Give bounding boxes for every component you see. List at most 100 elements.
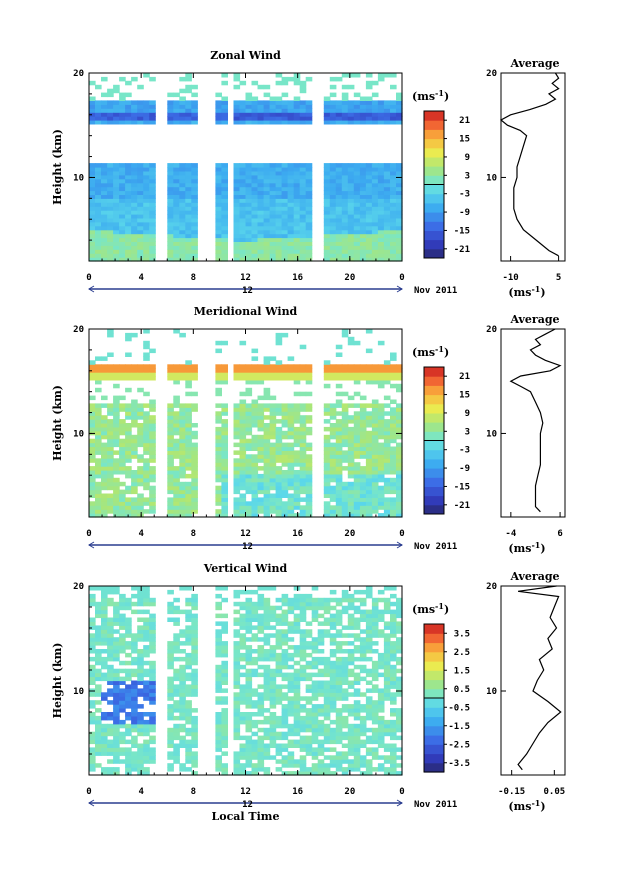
heatmap-cell [377, 245, 385, 250]
heatmap-cell [185, 194, 192, 199]
heatmap-cell [131, 470, 138, 475]
heatmap-cell [257, 649, 265, 654]
heatmap-cell [257, 434, 265, 440]
heatmap-cell [335, 684, 343, 689]
heatmap-cell [179, 253, 186, 258]
heatmap-cell [101, 767, 108, 772]
heatmap-cell [95, 163, 102, 168]
heatmap-cell [245, 225, 253, 231]
heatmap-cell [167, 190, 174, 195]
heatmap-cell [191, 688, 198, 693]
profile-line [517, 585, 562, 771]
heatmap-cell [347, 403, 355, 408]
heatmap-cell [396, 454, 403, 459]
heatmap-cell [365, 477, 373, 483]
heatmap-cell [281, 755, 289, 760]
heatmap-cell [173, 493, 180, 498]
heatmap-cell [95, 426, 102, 432]
heatmap-cell [383, 198, 391, 203]
heatmap-cell [371, 454, 379, 459]
heatmap-cell [341, 174, 349, 180]
heatmap-cell [329, 249, 337, 254]
heatmap-cell [390, 364, 397, 369]
heatmap-cell [95, 387, 102, 393]
heatmap-cell [239, 438, 247, 444]
heatmap-cell [281, 108, 289, 113]
heatmap-cell [353, 743, 361, 748]
heatmap-cell [257, 645, 265, 650]
heatmap-cell [143, 182, 150, 188]
heatmap-cell [305, 253, 313, 258]
heatmap-cell [179, 174, 186, 180]
heatmap-cell [263, 684, 271, 689]
heatmap-cell [287, 174, 295, 180]
heatmap-cell [149, 450, 156, 455]
heatmap-cell [131, 450, 138, 455]
heatmap-cell [221, 712, 228, 717]
heatmap-cell [371, 688, 379, 693]
heatmap-cell [293, 104, 301, 109]
heatmap-cell [149, 214, 156, 219]
heatmap-cell [167, 423, 174, 428]
heatmap-cell [305, 767, 313, 772]
heatmap-cell [311, 747, 319, 752]
heatmap-cell [233, 589, 241, 595]
heatmap-cell [113, 637, 120, 642]
heatmap-cell [365, 249, 373, 254]
heatmap-cell [390, 751, 397, 756]
heatmap-cell [396, 229, 403, 235]
heatmap-cell [245, 423, 253, 428]
heatmap-cell [119, 641, 126, 646]
heatmap-cell [317, 731, 325, 737]
heatmap-cell [323, 163, 331, 168]
heatmap-cell [167, 481, 174, 487]
heatmap-cell [221, 664, 228, 670]
heatmap-cell [125, 352, 132, 357]
heatmap-cell [173, 100, 180, 105]
heatmap-cell [185, 708, 192, 713]
heatmap-cell [113, 376, 120, 381]
heatmap-cell [149, 458, 156, 463]
heatmap-cell [185, 249, 192, 254]
heatmap-cell [137, 672, 144, 678]
heatmap-cell [281, 597, 289, 603]
heatmap-cell [215, 688, 222, 693]
heatmap-cell [353, 470, 361, 475]
heatmap-cell [185, 100, 192, 105]
heatmap-cell [95, 462, 102, 467]
heatmap-cell [167, 430, 174, 436]
heatmap-cell [143, 466, 150, 471]
heatmap-cell [390, 399, 397, 404]
heatmap-cell [293, 407, 301, 412]
heatmap-cell [185, 513, 192, 518]
heatmap-cell [131, 442, 138, 448]
heatmap-cell [287, 688, 295, 693]
heatmap-cell [377, 217, 385, 223]
heatmap-cell [335, 617, 343, 622]
heatmap-cell [119, 112, 126, 117]
heatmap-cell [107, 505, 114, 510]
heatmap-cell [396, 649, 403, 654]
heatmap-cell [371, 739, 379, 745]
heatmap-cell [215, 462, 222, 467]
heatmap-cell [113, 108, 120, 113]
heatmap-cell [347, 759, 355, 764]
heatmap-cell [390, 426, 397, 432]
heatmap-cell [323, 609, 331, 615]
heatmap-cell [311, 586, 319, 591]
heatmap-cell [263, 621, 271, 626]
heatmap-cell [390, 368, 397, 373]
heatmap-cell [89, 442, 96, 448]
heatmap-cell [365, 198, 373, 203]
heatmap-cell [305, 419, 313, 424]
heatmap-cell [215, 120, 222, 125]
heatmap-cell [137, 364, 144, 369]
heatmap-cell [125, 470, 132, 475]
heatmap-cell [390, 217, 397, 223]
x-tick-label: 0 [399, 787, 404, 797]
x-tick-label: 0 [86, 273, 91, 283]
heatmap-cell [257, 178, 265, 184]
heatmap-cell [221, 407, 228, 412]
heatmap-cell [299, 438, 307, 444]
heatmap-cell [275, 715, 283, 721]
